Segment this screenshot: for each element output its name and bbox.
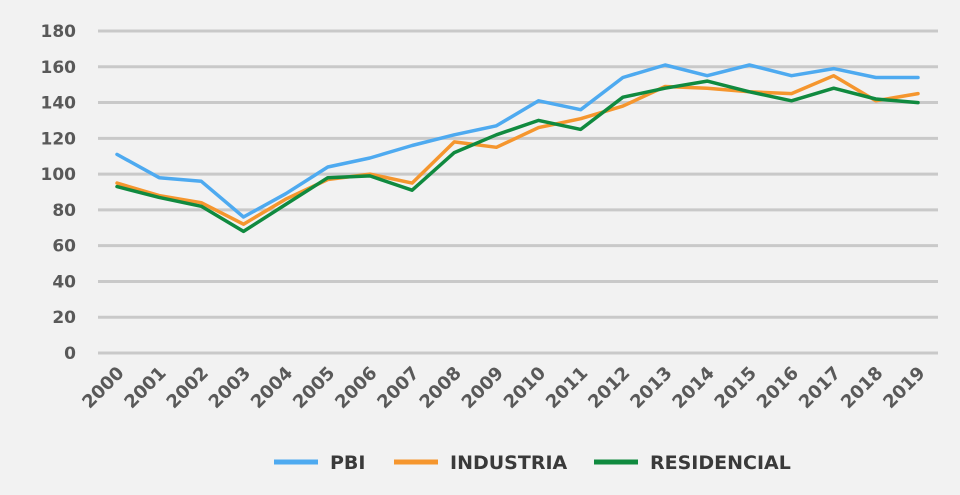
y-tick-label: 0 <box>64 344 76 364</box>
y-tick-label: 160 <box>41 58 77 78</box>
y-tick-label: 120 <box>41 129 77 149</box>
series-lines <box>115 63 920 234</box>
y-tick-label: 20 <box>52 308 76 328</box>
x-tick-label: 2000 <box>78 363 128 413</box>
grid-lines <box>98 29 938 355</box>
x-tick-label: 2010 <box>500 363 550 413</box>
y-tick-label: 60 <box>52 237 76 257</box>
x-tick-label: 2007 <box>373 363 423 413</box>
x-tick-label: 2009 <box>458 363 508 413</box>
x-tick-label: 2008 <box>416 363 466 413</box>
legend-label-industria: INDUSTRIA <box>450 452 568 474</box>
x-tick-label: 2012 <box>584 363 634 413</box>
series-line-pbi <box>115 63 920 219</box>
x-tick-label: 2005 <box>289 363 339 413</box>
y-axis-ticks: 0 20 40 60 80 100 120 140 160 180 <box>41 22 77 364</box>
y-tick-label: 100 <box>41 165 77 185</box>
legend: PBI INDUSTRIA RESIDENCIAL <box>274 452 791 474</box>
x-tick-label: 2013 <box>626 363 676 413</box>
x-axis-ticks: 2000200120022003200420052006200720082009… <box>78 363 929 413</box>
legend-label-residencial: RESIDENCIAL <box>650 452 791 474</box>
x-tick-label: 2015 <box>711 363 761 413</box>
y-tick-label: 140 <box>41 94 77 114</box>
x-tick-label: 2016 <box>753 363 803 413</box>
x-tick-label: 2002 <box>163 363 213 413</box>
x-tick-label: 2006 <box>331 363 381 413</box>
series-line-residencial <box>115 79 920 234</box>
x-tick-label: 2014 <box>668 363 718 413</box>
legend-label-pbi: PBI <box>330 452 365 474</box>
y-tick-label: 180 <box>41 22 77 42</box>
y-tick-label: 80 <box>52 201 76 221</box>
x-tick-label: 2011 <box>542 363 592 413</box>
y-tick-label: 40 <box>52 272 76 292</box>
x-tick-label: 2019 <box>879 363 929 413</box>
series-line-industria <box>115 73 920 226</box>
x-tick-label: 2004 <box>247 363 297 413</box>
x-tick-label: 2017 <box>795 363 845 413</box>
x-tick-label: 2003 <box>205 363 255 413</box>
x-tick-label: 2018 <box>837 363 887 413</box>
x-tick-label: 2001 <box>120 363 170 413</box>
